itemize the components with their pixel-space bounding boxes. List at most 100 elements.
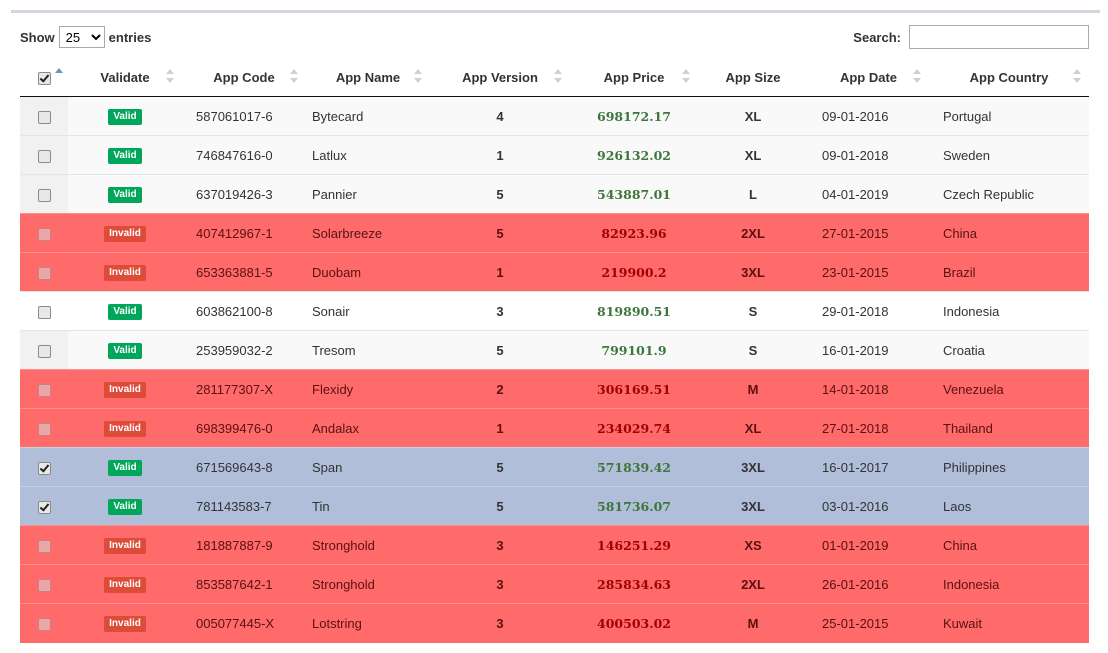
row-checkbox[interactable] bbox=[37, 344, 51, 358]
table-row[interactable]: Invalid 407412967-1 Solarbreeze 5 82923.96 2X… bbox=[20, 213, 1089, 253]
table-row[interactable]: Invalid 853587642-1 Stronghold 3 285834.63 2X… bbox=[20, 564, 1089, 604]
sort-both-icon[interactable] bbox=[554, 69, 562, 83]
row-select-cell[interactable] bbox=[20, 369, 68, 409]
table-controls: Show 25 entries Search: bbox=[20, 24, 1089, 50]
row-select-cell[interactable] bbox=[20, 135, 68, 175]
table-row[interactable]: Valid 603862100-8 Sonair 3 819890.51 S 29-01-2… bbox=[20, 291, 1089, 331]
app-size-cell: 3XL bbox=[698, 486, 808, 526]
table-row[interactable]: Invalid 005077445-X Lotstring 3 400503.02 M 25… bbox=[20, 603, 1089, 643]
select-all-header[interactable] bbox=[20, 58, 68, 97]
row-checkbox[interactable] bbox=[37, 110, 51, 124]
app-name-cell: Sonair bbox=[306, 291, 430, 331]
row-checkbox[interactable] bbox=[37, 227, 51, 241]
app-price-cell: 82923.96 bbox=[570, 213, 698, 253]
table-row[interactable]: Valid 253959032-2 Tresom 5 799101.9 S 16-01-20… bbox=[20, 330, 1089, 370]
row-select-cell[interactable] bbox=[20, 447, 68, 487]
app-version-cell: 4 bbox=[430, 96, 570, 136]
app-size-cell: 3XL bbox=[698, 252, 808, 292]
column-header-app-price[interactable]: App Price bbox=[570, 58, 698, 97]
app-version-cell: 5 bbox=[430, 447, 570, 487]
table-row[interactable]: Invalid 181887887-9 Stronghold 3 146251.29 XS… bbox=[20, 525, 1089, 565]
status-badge: Invalid bbox=[104, 616, 146, 633]
column-header-app-country[interactable]: App Country bbox=[929, 58, 1089, 97]
row-checkbox[interactable] bbox=[37, 188, 51, 202]
row-select-cell[interactable] bbox=[20, 291, 68, 331]
row-select-cell[interactable] bbox=[20, 213, 68, 253]
app-version-cell: 3 bbox=[430, 564, 570, 604]
table-row[interactable]: Valid 671569643-8 Span 5 571839.42 3XL 16-01-2… bbox=[20, 447, 1089, 487]
search-input[interactable] bbox=[909, 25, 1089, 49]
sort-both-icon[interactable] bbox=[414, 69, 422, 83]
row-select-cell[interactable] bbox=[20, 330, 68, 370]
row-checkbox[interactable] bbox=[37, 500, 51, 514]
app-date-cell: 04-01-2019 bbox=[808, 174, 929, 214]
row-select-cell[interactable] bbox=[20, 408, 68, 448]
row-checkbox[interactable] bbox=[37, 305, 51, 319]
row-select-cell[interactable] bbox=[20, 96, 68, 136]
status-badge: Valid bbox=[108, 343, 142, 359]
row-select-cell[interactable] bbox=[20, 486, 68, 526]
length-control: Show 25 entries bbox=[20, 24, 151, 50]
app-price-cell: 581736.07 bbox=[570, 486, 698, 526]
table-row[interactable]: Valid 746847616-0 Latlux 1 926132.02 XL 09-01-… bbox=[20, 135, 1089, 175]
row-select-cell[interactable] bbox=[20, 564, 68, 604]
entries-length-select[interactable]: 25 bbox=[58, 26, 105, 48]
app-date-cell: 16-01-2019 bbox=[808, 330, 929, 370]
table-row[interactable]: Invalid 698399476-0 Andalax 1 234029.74 XL 27-… bbox=[20, 408, 1089, 448]
sort-both-icon[interactable] bbox=[682, 69, 690, 83]
sort-asc-icon[interactable] bbox=[55, 68, 63, 82]
row-checkbox[interactable] bbox=[37, 422, 51, 436]
app-date-cell: 25-01-2015 bbox=[808, 603, 929, 643]
app-name-cell: Pannier bbox=[306, 174, 430, 214]
app-version-cell: 5 bbox=[430, 174, 570, 214]
apps-table: Validate App Code App Name App Version A… bbox=[20, 58, 1089, 643]
row-checkbox[interactable] bbox=[37, 266, 51, 280]
sort-both-icon[interactable] bbox=[1073, 69, 1081, 83]
table-row[interactable]: Invalid 281177307-X Flexidy 2 306169.51 M 14-0… bbox=[20, 369, 1089, 409]
row-checkbox[interactable] bbox=[37, 149, 51, 163]
sort-both-icon[interactable] bbox=[913, 69, 921, 83]
app-code-cell: 407412967-1 bbox=[182, 213, 306, 253]
app-name-cell: Lotstring bbox=[306, 603, 430, 643]
app-size-cell: XS bbox=[698, 525, 808, 565]
row-checkbox[interactable] bbox=[37, 461, 51, 475]
column-header-app-version[interactable]: App Version bbox=[430, 58, 570, 97]
status-badge: Invalid bbox=[104, 265, 146, 281]
validate-cell: Invalid bbox=[68, 564, 182, 604]
app-price-cell: 819890.51 bbox=[570, 291, 698, 331]
app-price-cell: 400503.02 bbox=[570, 603, 698, 643]
validate-cell: Invalid bbox=[68, 525, 182, 565]
column-header-app-code[interactable]: App Code bbox=[182, 58, 306, 97]
column-header-app-name[interactable]: App Name bbox=[306, 58, 430, 97]
row-checkbox[interactable] bbox=[37, 539, 51, 553]
app-country-cell: Philippines bbox=[929, 447, 1089, 487]
app-code-cell: 781143583-7 bbox=[182, 486, 306, 526]
row-checkbox[interactable] bbox=[37, 617, 51, 631]
validate-cell: Valid bbox=[68, 174, 182, 214]
column-header-app-size[interactable]: App Size bbox=[698, 58, 808, 97]
table-row[interactable]: Valid 587061017-6 Bytecard 4 698172.17 XL 09-0… bbox=[20, 96, 1089, 136]
row-checkbox[interactable] bbox=[37, 578, 51, 592]
app-size-cell: S bbox=[698, 291, 808, 331]
row-select-cell[interactable] bbox=[20, 525, 68, 565]
select-all-checkbox[interactable] bbox=[37, 71, 51, 85]
validate-cell: Valid bbox=[68, 291, 182, 331]
column-header-app-date[interactable]: App Date bbox=[808, 58, 929, 97]
app-date-cell: 01-01-2019 bbox=[808, 525, 929, 565]
column-header-validate[interactable]: Validate bbox=[68, 58, 182, 97]
sort-both-icon[interactable] bbox=[290, 69, 298, 83]
validate-cell: Valid bbox=[68, 135, 182, 175]
table-row[interactable]: Valid 637019426-3 Pannier 5 543887.01 L 04-01-… bbox=[20, 174, 1089, 214]
row-select-cell[interactable] bbox=[20, 174, 68, 214]
row-select-cell[interactable] bbox=[20, 603, 68, 643]
validate-cell: Invalid bbox=[68, 408, 182, 448]
app-country-cell: Thailand bbox=[929, 408, 1089, 448]
table-row[interactable]: Valid 781143583-7 Tin 5 581736.07 3XL 03-01-20… bbox=[20, 486, 1089, 526]
app-code-cell: 653363881-5 bbox=[182, 252, 306, 292]
app-version-cell: 5 bbox=[430, 213, 570, 253]
sort-both-icon[interactable] bbox=[166, 69, 174, 83]
table-row[interactable]: Invalid 653363881-5 Duobam 1 219900.2 3XL 23-0… bbox=[20, 252, 1089, 292]
row-select-cell[interactable] bbox=[20, 252, 68, 292]
row-checkbox[interactable] bbox=[37, 383, 51, 397]
app-date-cell: 23-01-2015 bbox=[808, 252, 929, 292]
